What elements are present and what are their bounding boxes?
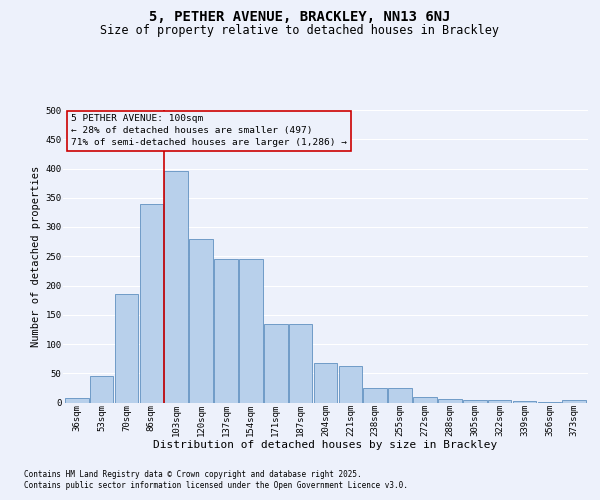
Bar <box>164 172 188 402</box>
Bar <box>65 398 89 402</box>
Text: Contains HM Land Registry data © Crown copyright and database right 2025.: Contains HM Land Registry data © Crown c… <box>24 470 362 479</box>
Bar <box>314 362 337 403</box>
Bar <box>364 388 387 402</box>
Bar <box>562 400 586 402</box>
Bar <box>189 238 213 402</box>
Text: Size of property relative to detached houses in Brackley: Size of property relative to detached ho… <box>101 24 499 37</box>
Text: 5 PETHER AVENUE: 100sqm
← 28% of detached houses are smaller (497)
71% of semi-d: 5 PETHER AVENUE: 100sqm ← 28% of detache… <box>71 114 347 147</box>
Text: Contains public sector information licensed under the Open Government Licence v3: Contains public sector information licen… <box>24 481 408 490</box>
Bar <box>90 376 113 402</box>
Bar <box>115 294 138 403</box>
Bar <box>388 388 412 402</box>
Bar <box>413 396 437 402</box>
Bar <box>488 400 511 402</box>
Y-axis label: Number of detached properties: Number of detached properties <box>31 166 41 347</box>
Bar <box>264 324 287 402</box>
Bar <box>463 400 487 402</box>
Bar <box>214 259 238 402</box>
Bar <box>438 399 462 402</box>
X-axis label: Distribution of detached houses by size in Brackley: Distribution of detached houses by size … <box>154 440 497 450</box>
Bar <box>140 204 163 402</box>
Text: 5, PETHER AVENUE, BRACKLEY, NN13 6NJ: 5, PETHER AVENUE, BRACKLEY, NN13 6NJ <box>149 10 451 24</box>
Bar <box>239 259 263 402</box>
Bar <box>338 366 362 403</box>
Bar <box>289 324 313 402</box>
